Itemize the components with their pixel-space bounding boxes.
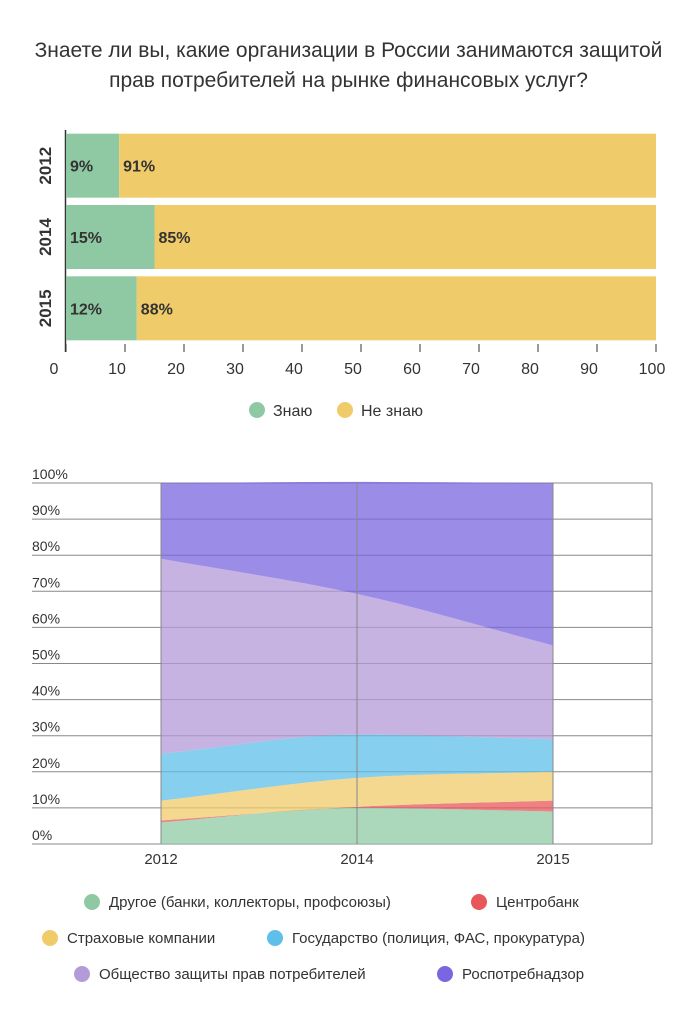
bar-x-tick-label: 80: [521, 361, 539, 378]
area-legend-marker-1: [471, 894, 487, 910]
bar-2015-series-0: [66, 276, 137, 341]
area-y-tick-label: 40%: [32, 683, 60, 699]
bar-x-tick-label: 10: [108, 361, 126, 378]
area-legend-label-0: Другое (банки, коллекторы, профсоюзы): [109, 894, 391, 911]
area-x-tick-label: 2015: [536, 851, 569, 868]
area-x-tick-label: 2012: [144, 851, 177, 868]
bar-label-2012-series-0: 9%: [70, 159, 93, 176]
bar-label-2015-series-0: 12%: [70, 301, 102, 318]
bar-2014-series-1: [154, 205, 656, 269]
page-title: Знаете ли вы, какие организации в России…: [34, 39, 663, 92]
bar-legend-marker-1: [337, 402, 353, 418]
bar-label-2014-series-0: 15%: [70, 230, 102, 247]
bar-x-tick-label: 90: [580, 361, 598, 378]
area-y-tick-label: 60%: [32, 610, 60, 626]
area-legend-marker-4: [74, 966, 90, 982]
bar-x-tick-label: 100: [639, 361, 666, 378]
bar-2012-series-1: [119, 133, 657, 198]
bar-category-2014: 2014: [36, 218, 55, 256]
area-legend-marker-5: [437, 966, 453, 982]
bar-x-tick-label: 0: [50, 361, 59, 378]
bar-x-tick-label: 70: [462, 361, 480, 378]
area-y-tick-label: 30%: [32, 719, 60, 735]
bar-2014-series-0: [66, 205, 155, 269]
area-legend-marker-0: [84, 894, 100, 910]
bar-category-2015: 2015: [36, 289, 55, 327]
bar-legend-label-0: Знаю: [273, 403, 312, 420]
bar-x-tick-label: 50: [344, 361, 362, 378]
bar-legend-marker-0: [249, 402, 265, 418]
area-y-tick-label: 0%: [32, 827, 52, 843]
bar-x-tick-label: 40: [285, 361, 303, 378]
area-y-tick-label: 50%: [32, 647, 60, 663]
bar-category-2012: 2012: [36, 147, 55, 185]
area-series-1: [161, 800, 553, 823]
area-y-tick-label: 70%: [32, 574, 60, 590]
bar-chart: 9% 91% 2012 15% 85% 2014 12% 88% 2015 0 10 20 30 40 50…: [36, 130, 666, 420]
bar-2015-series-1: [136, 276, 657, 341]
bar-label-2014-series-1: 85%: [159, 230, 191, 247]
bar-label-2012-series-1: 91%: [123, 159, 155, 176]
bar-label-2015-series-1: 88%: [141, 301, 173, 318]
area-legend-label-5: Роспотребнадзор: [462, 966, 584, 983]
bar-legend-label-1: Не знаю: [361, 403, 423, 420]
area-legend-label-3: Государство (полиция, ФАС, прокуратура): [292, 930, 585, 947]
area-y-tick-label: 90%: [32, 502, 60, 518]
area-legend-label-2: Страховые компании: [67, 930, 215, 947]
bar-x-tick-label: 60: [403, 361, 421, 378]
area-y-tick-label: 20%: [32, 755, 60, 771]
area-legend-marker-3: [267, 930, 283, 946]
area-x-tick-label: 2014: [340, 851, 373, 868]
area-legend-marker-2: [42, 930, 58, 946]
area-y-tick-label: 100%: [32, 466, 68, 482]
bar-x-tick-label: 30: [226, 361, 244, 378]
bar-2012-series-0: [66, 133, 120, 198]
area-legend-label-4: Общество защиты прав потребителей: [99, 966, 366, 983]
area-legend-label-1: Центробанк: [496, 894, 579, 911]
area-y-tick-label: 80%: [32, 538, 60, 554]
bar-x-tick-label: 20: [167, 361, 185, 378]
area-y-tick-label: 10%: [32, 791, 60, 807]
